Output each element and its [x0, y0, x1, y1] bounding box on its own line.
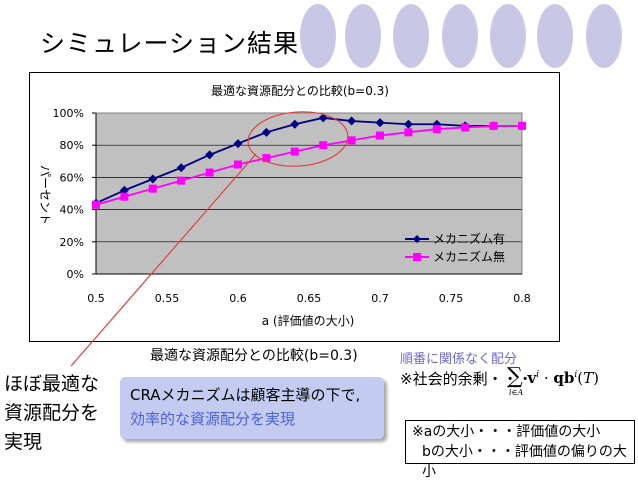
- decor-circle: [586, 4, 622, 68]
- data-point-diamond: [233, 139, 243, 149]
- x-tick-label: 0.8: [513, 292, 531, 305]
- x-tick-label: 0.65: [297, 292, 322, 305]
- data-point-diamond: [432, 119, 442, 129]
- data-point-diamond: [290, 119, 300, 129]
- legend-label-1: メカニズム有: [433, 231, 505, 246]
- callout-line2: 効率的な資源配分を実現: [130, 410, 296, 428]
- callout-line1: CRAメカニズムは顧客主導の下で,: [130, 386, 361, 404]
- legend-marker-diamond: [413, 235, 421, 243]
- variable-note-box: ※aの大小・・・評価値の大小 bの大小・・・評価値の偏りの大小: [405, 420, 635, 480]
- data-point-diamond: [205, 150, 215, 160]
- data-point-square: [347, 136, 356, 145]
- decor-circle: [393, 4, 429, 68]
- data-point-square: [120, 192, 129, 201]
- data-point-square: [92, 200, 100, 209]
- y-axis-label: パーセント: [38, 165, 52, 225]
- y-tick-label: 0%: [67, 268, 84, 281]
- legend-marker-square: [413, 253, 421, 261]
- data-point-diamond: [347, 116, 357, 126]
- decor-circle: [345, 4, 381, 68]
- note-line2: bの大小・・・評価値の偏りの大小: [422, 444, 627, 480]
- decor-circle: [537, 4, 573, 68]
- data-point-square: [290, 147, 299, 156]
- x-tick-label: 0.55: [155, 292, 180, 305]
- x-tick-label: 0.6: [229, 292, 247, 305]
- data-point-square: [489, 121, 498, 130]
- data-point-square: [404, 128, 413, 137]
- decor-circle: [490, 4, 526, 68]
- data-point-diamond: [261, 127, 271, 137]
- data-point-diamond: [403, 119, 413, 129]
- data-point-square: [518, 121, 526, 130]
- chart-title: 最適な資源配分との比較(b=0.3): [211, 83, 389, 98]
- summary-line: ほぼ最適な: [4, 373, 100, 395]
- data-point-square: [177, 176, 186, 185]
- social-surplus-formula: ∑ i∈A vi · qbi(T): [507, 364, 600, 397]
- y-tick-label: 100%: [53, 107, 84, 120]
- summary-line: 資源配分を: [4, 402, 100, 424]
- decor-circle: [300, 4, 336, 68]
- data-point-square: [461, 123, 470, 132]
- data-point-diamond: [119, 185, 129, 195]
- data-point-square: [319, 141, 328, 150]
- series-line-2: [95, 124, 522, 206]
- data-point-square: [205, 168, 214, 177]
- x-tick-label: 0.5: [87, 292, 105, 305]
- highlight-ellipse: [247, 111, 349, 167]
- y-tick-label: 20%: [60, 236, 84, 249]
- y-tick-label: 60%: [60, 171, 84, 184]
- pointer-line: [70, 153, 257, 367]
- callout-box: CRAメカニズムは顧客主導の下で, 効率的な資源配分を実現: [120, 377, 384, 439]
- data-point-diamond: [375, 118, 385, 128]
- data-point-diamond: [148, 174, 158, 184]
- data-point-square: [148, 184, 157, 193]
- decor-circle: [442, 4, 478, 68]
- legend-label-2: メカニズム無: [433, 249, 505, 264]
- data-point-diamond: [176, 163, 186, 173]
- data-point-square: [432, 125, 441, 134]
- x-axis-label: a (評価値の大小): [262, 313, 355, 328]
- y-tick-label: 40%: [60, 204, 84, 217]
- x-tick-label: 0.75: [439, 292, 464, 305]
- summary-text: ほぼ最適な 資源配分を 実現: [4, 370, 99, 457]
- slide-title: シミュレーション結果: [40, 29, 300, 58]
- order-note: 順番に関係なく配分: [400, 352, 518, 367]
- social-surplus-label: ※社会的余剰・・・: [400, 370, 533, 388]
- summary-line: 実現: [4, 431, 43, 453]
- y-tick-label: 80%: [60, 139, 84, 152]
- data-point-square: [376, 131, 384, 140]
- series-line-1: [95, 116, 522, 204]
- data-point-square: [262, 154, 271, 163]
- note-line1: ※aの大小・・・評価値の大小: [412, 424, 601, 440]
- legend: メカニズム有 メカニズム無: [405, 231, 505, 264]
- data-point-square: [234, 160, 242, 169]
- plot-area: [96, 113, 522, 274]
- x-tick-label: 0.7: [371, 292, 389, 305]
- chart-caption: 最適な資源配分との比較(b=0.3): [150, 348, 358, 364]
